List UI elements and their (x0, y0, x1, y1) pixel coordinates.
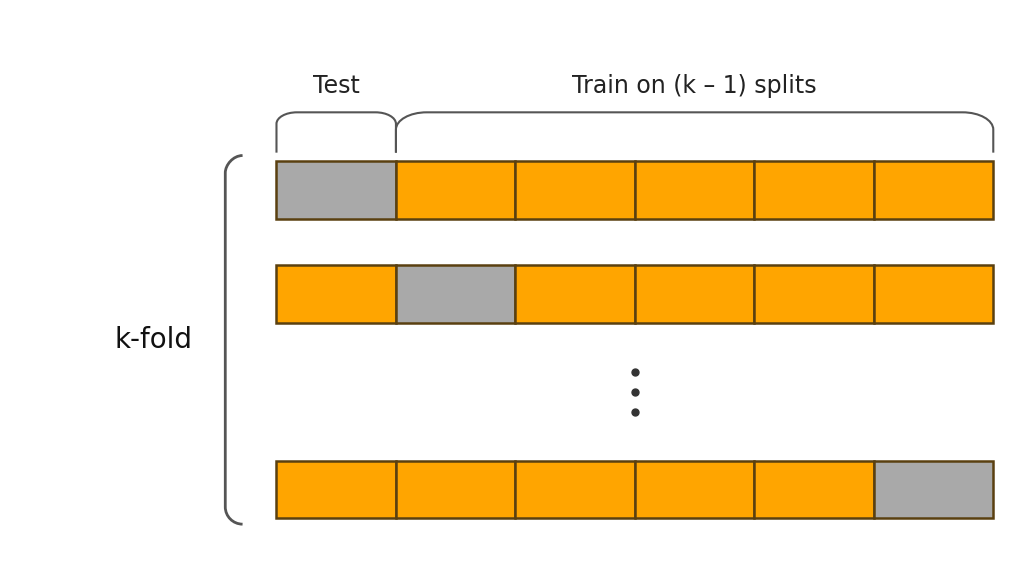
Text: k-fold: k-fold (115, 326, 193, 354)
Bar (635, 265, 755, 323)
Bar (873, 461, 993, 518)
Bar (635, 161, 755, 219)
Bar (755, 161, 873, 219)
Bar (635, 461, 755, 518)
Bar (515, 461, 635, 518)
Bar (276, 265, 396, 323)
Bar (755, 265, 873, 323)
Bar (276, 461, 396, 518)
Bar (396, 461, 515, 518)
Bar (515, 161, 635, 219)
Bar (755, 461, 873, 518)
Bar (515, 265, 635, 323)
Bar (396, 265, 515, 323)
Bar (873, 265, 993, 323)
Bar (873, 161, 993, 219)
Bar (396, 161, 515, 219)
Bar (276, 161, 396, 219)
Text: Train on (k – 1) splits: Train on (k – 1) splits (572, 74, 817, 98)
Text: Test: Test (312, 74, 359, 98)
